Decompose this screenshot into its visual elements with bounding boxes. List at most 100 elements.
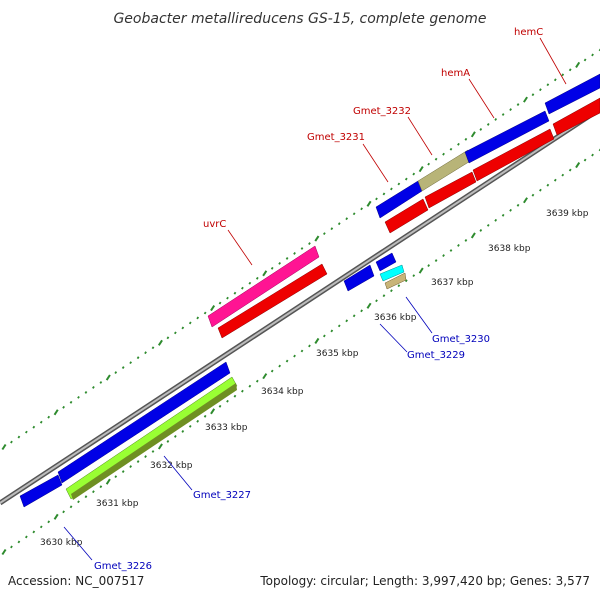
- tick-mark: [129, 465, 133, 468]
- tick-mark: [470, 232, 476, 239]
- label-gmet-3226: Gmet_3226: [94, 561, 152, 572]
- tick-mark: [486, 223, 490, 227]
- gene-gmet-3227[interactable]: [57, 361, 231, 484]
- tick-mark: [24, 430, 28, 434]
- tick-mark: [188, 424, 192, 428]
- gene-gmet-3229[interactable]: [343, 264, 375, 292]
- tick-mark: [457, 142, 460, 146]
- tick-mark: [412, 274, 416, 278]
- tick-mark: [330, 329, 334, 333]
- tick-mark: [196, 419, 200, 423]
- tick-mark: [105, 374, 111, 381]
- tick-label-3635: 3635 kbp: [316, 349, 359, 359]
- tick-mark: [516, 203, 520, 207]
- tick-mark: [546, 183, 550, 187]
- gene-uvrc-reverse[interactable]: [217, 263, 328, 339]
- gene-hemc[interactable]: [544, 73, 600, 115]
- tick-mark: [166, 336, 170, 340]
- gene-uvrc[interactable]: [207, 245, 320, 328]
- gene-gmet-3227-olive[interactable]: [71, 383, 237, 500]
- tick-mark: [494, 218, 498, 222]
- tick-mark: [24, 535, 28, 539]
- tick-mark: [255, 276, 259, 280]
- tick-mark: [39, 525, 43, 529]
- tick-mark: [382, 192, 386, 196]
- forward-strand-genes: [19, 73, 600, 508]
- tick-mark: [84, 495, 88, 499]
- tick-mark: [84, 390, 88, 394]
- gene-gmet-3227-lime[interactable]: [65, 376, 238, 500]
- inner-dot-row: [1, 148, 600, 556]
- tick-mark: [47, 520, 51, 524]
- tick-mark: [270, 369, 274, 373]
- tick-mark: [486, 123, 490, 126]
- gene-gmet-3226[interactable]: [19, 474, 63, 508]
- gene-gmet-3231-reverse[interactable]: [384, 198, 429, 234]
- gene-hema-reverse[interactable]: [472, 128, 555, 182]
- tick-mark: [509, 208, 512, 212]
- tick-mark: [479, 228, 483, 232]
- tick-label-3637: 3637 kbp: [431, 278, 474, 288]
- tick-mark: [352, 212, 356, 216]
- tick-mark: [262, 270, 268, 277]
- gene-hema[interactable]: [464, 110, 550, 164]
- tick-mark: [360, 309, 363, 313]
- tick-mark: [494, 118, 498, 121]
- tick-mark: [418, 166, 424, 173]
- tick-mark: [583, 158, 587, 162]
- tick-mark: [501, 213, 505, 217]
- tick-mark: [181, 326, 185, 330]
- gene-gmet-3232-reverse[interactable]: [424, 171, 477, 209]
- tick-mark: [1, 548, 7, 556]
- tick-mark: [568, 168, 572, 172]
- label-hema: hemA: [441, 68, 470, 79]
- tick-mark: [434, 259, 438, 262]
- gene-gmet-3230[interactable]: [375, 252, 397, 272]
- tick-mark: [77, 395, 80, 399]
- tick-mark: [203, 311, 207, 315]
- tick-mark: [188, 321, 192, 325]
- tick-mark: [366, 200, 372, 207]
- tick-mark: [39, 420, 43, 424]
- tick-mark: [241, 286, 244, 290]
- tick-mark: [196, 316, 200, 320]
- tick-mark: [523, 96, 528, 103]
- tick-mark: [32, 530, 36, 534]
- tick-mark: [17, 435, 21, 439]
- tick-mark: [531, 93, 535, 97]
- tick-mark: [99, 381, 103, 384]
- gene-cyan[interactable]: [379, 264, 405, 282]
- tick-mark: [553, 178, 557, 182]
- tick-label-3634: 3634 kbp: [261, 387, 304, 397]
- tick-mark: [427, 264, 431, 267]
- tick-mark: [308, 344, 311, 348]
- tick-mark: [308, 242, 311, 245]
- tick-mark: [129, 361, 133, 365]
- tick-mark: [226, 296, 229, 300]
- gene-hemc-reverse[interactable]: [552, 97, 600, 136]
- tick-mark: [151, 346, 155, 350]
- gene-tan[interactable]: [384, 272, 407, 290]
- gap-genes: [343, 252, 407, 292]
- tick-mark: [278, 364, 282, 368]
- tick-mark: [92, 490, 95, 494]
- tick-mark: [523, 197, 528, 204]
- tick-mark: [293, 354, 296, 358]
- tick-mark: [69, 505, 73, 509]
- tick-mark: [390, 289, 393, 293]
- tick-mark: [427, 162, 431, 166]
- tick-labels: 3630 kbp 3631 kbp 3632 kbp 3633 kbp 3634…: [40, 209, 589, 548]
- tick-mark: [300, 349, 304, 353]
- tick-mark: [366, 302, 372, 309]
- tick-mark: [218, 404, 222, 408]
- tick-label-3639: 3639 kbp: [546, 209, 589, 219]
- tick-mark: [114, 371, 118, 374]
- tick-mark: [99, 485, 103, 489]
- tick-mark: [233, 394, 237, 398]
- tick-mark: [539, 188, 542, 192]
- tick-mark: [144, 351, 147, 355]
- tick-mark: [412, 172, 416, 176]
- tick-label-3636: 3636 kbp: [374, 313, 417, 323]
- tick-mark: [345, 319, 349, 323]
- label-uvrc: uvrC: [203, 219, 226, 230]
